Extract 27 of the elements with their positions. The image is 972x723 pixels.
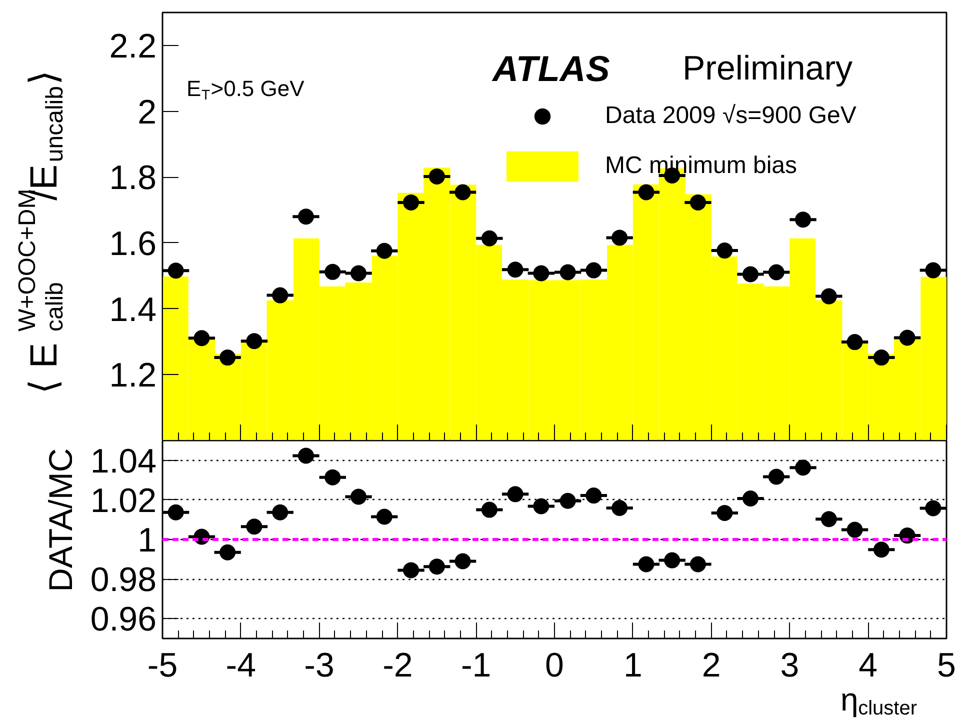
- x-tick-label: -5: [147, 646, 178, 684]
- y-tick-label: 1.8: [109, 159, 156, 198]
- y-tick-label: 1.4: [109, 290, 156, 329]
- y-tick-label: 1.04: [90, 442, 157, 480]
- x-tick-label: -3: [304, 646, 334, 684]
- y-axis-title: ⟨ EcalibW+OOC+DM/Euncalib⟩: [14, 70, 69, 394]
- y-tick-label: 1.6: [109, 224, 156, 263]
- y-tick-label: 1: [138, 522, 157, 560]
- x-tick-label: 4: [858, 646, 878, 684]
- annotation: ATLAS: [492, 48, 610, 89]
- y-tick-label: 2: [138, 93, 157, 132]
- x-tick-label: -1: [460, 646, 492, 684]
- x-tick-label: 5: [937, 646, 956, 684]
- legend-label: MC minimum bias: [605, 152, 798, 180]
- x-tick-label: 2: [702, 646, 721, 684]
- y-tick-label: 1.2: [109, 356, 156, 395]
- y-tick-label: 2.2: [109, 27, 156, 66]
- x-tick-label: -2: [382, 646, 413, 684]
- x-tick-label: -4: [226, 646, 256, 684]
- legend-label: Data 2009 √s=900 GeV: [605, 102, 856, 130]
- y-tick-label: 0.98: [90, 561, 157, 600]
- y-tick-label: 0.96: [90, 600, 157, 639]
- annotation: Preliminary: [682, 50, 853, 88]
- x-tick-label: 0: [545, 646, 564, 684]
- x-tick-label: 3: [780, 646, 800, 684]
- x-tick-label: 1: [623, 646, 642, 684]
- y-tick-label: 1.02: [90, 482, 157, 520]
